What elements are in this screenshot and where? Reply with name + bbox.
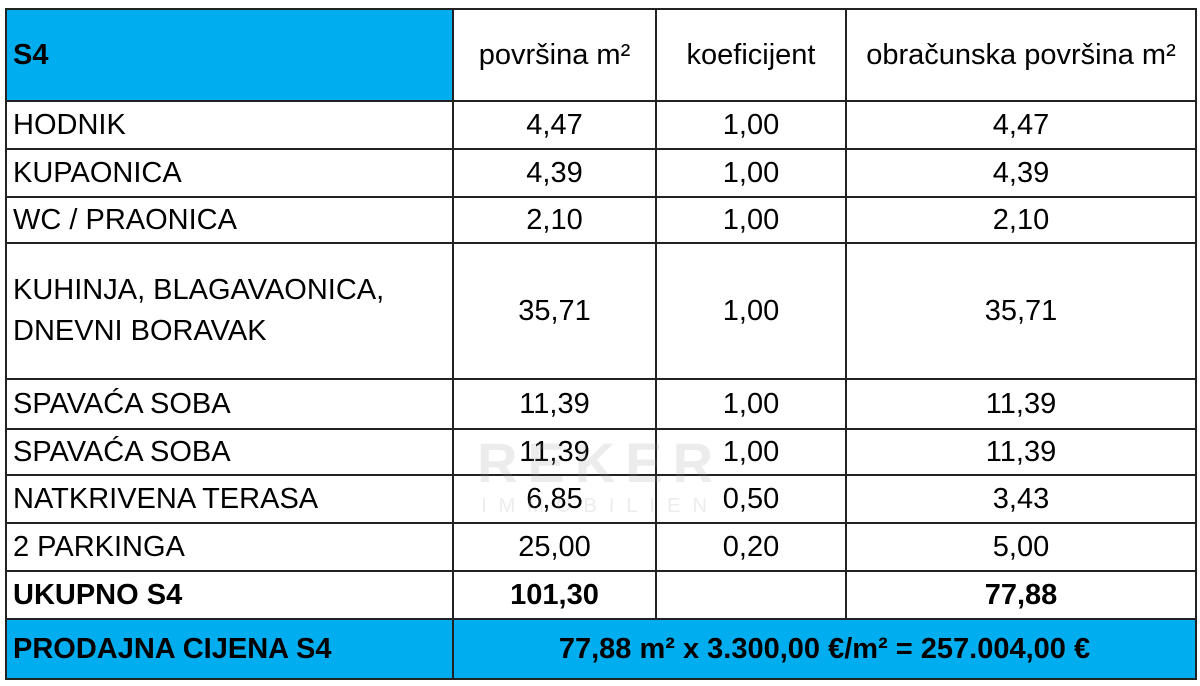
table-row: HODNIK 4,47 1,00 4,47 xyxy=(5,100,1197,150)
table-cell: 11,39 xyxy=(845,378,1197,430)
table-cell: SPAVAĆA SOBA xyxy=(5,428,454,476)
header-cell: površina m² xyxy=(452,8,657,102)
table-cell: 3,43 xyxy=(845,474,1197,524)
table-cell xyxy=(655,570,847,620)
table-cell: NATKRIVENA TERASA xyxy=(5,474,454,524)
table-cell: 0,50 xyxy=(655,474,847,524)
table-cell: 101,30 xyxy=(452,570,657,620)
header-cell: koeficijent xyxy=(655,8,847,102)
table-cell: 5,00 xyxy=(845,522,1197,572)
table-cell: 35,71 xyxy=(452,242,657,380)
table-cell: 11,39 xyxy=(845,428,1197,476)
table-cell: 6,85 xyxy=(452,474,657,524)
table-row: SPAVAĆA SOBA 11,39 1,00 11,39 xyxy=(5,378,1197,430)
header-row: S4 površina m² koeficijent obračunska po… xyxy=(5,8,1197,102)
table-cell: 1,00 xyxy=(655,378,847,430)
table-row: 2 PARKINGA 25,00 0,20 5,00 xyxy=(5,522,1197,572)
table-row: NATKRIVENA TERASA 6,85 0,50 3,43 xyxy=(5,474,1197,524)
table-row: SPAVAĆA SOBA 11,39 1,00 11,39 xyxy=(5,428,1197,476)
table-cell: 2 PARKINGA xyxy=(5,522,454,572)
table-cell: WC / PRAONICA xyxy=(5,196,454,244)
table-cell: 1,00 xyxy=(655,196,847,244)
table-cell: 1,00 xyxy=(655,148,847,198)
header-cell: obračunska površina m² xyxy=(845,8,1197,102)
table-row: KUPAONICA 4,39 1,00 4,39 xyxy=(5,148,1197,198)
table-cell: 11,39 xyxy=(452,378,657,430)
table-body: S4 površina m² koeficijent obračunska po… xyxy=(5,8,1197,680)
table-cell: 4,39 xyxy=(845,148,1197,198)
table-cell: KUPAONICA xyxy=(5,148,454,198)
table-cell: SPAVAĆA SOBA xyxy=(5,378,454,430)
table-cell: 4,47 xyxy=(845,100,1197,150)
table-cell: 4,47 xyxy=(452,100,657,150)
table-row: KUHINJA, BLAGAVAONICA, DNEVNI BORAVAK 35,… xyxy=(5,242,1197,380)
table-cell: 1,00 xyxy=(655,242,847,380)
table-cell: 1,00 xyxy=(655,428,847,476)
table-cell: KUHINJA, BLAGAVAONICA, DNEVNI BORAVAK xyxy=(5,242,454,380)
table-cell: PRODAJNA CIJENA S4 xyxy=(5,618,454,680)
table-row: WC / PRAONICA 2,10 1,00 2,10 xyxy=(5,196,1197,244)
table-cell: 2,10 xyxy=(452,196,657,244)
table-cell: 25,00 xyxy=(452,522,657,572)
header-cell: S4 xyxy=(5,8,454,102)
table-cell: 35,71 xyxy=(845,242,1197,380)
area-table: S4 površina m² koeficijent obračunska po… xyxy=(5,8,1197,680)
table-cell: HODNIK xyxy=(5,100,454,150)
table-cell: UKUPNO S4 xyxy=(5,570,454,620)
total-row: UKUPNO S4 101,30 77,88 xyxy=(5,570,1197,620)
table-cell: 77,88 xyxy=(845,570,1197,620)
table-cell: 11,39 xyxy=(452,428,657,476)
price-row: PRODAJNA CIJENA S4 77,88 m² x 3.300,00 €/… xyxy=(5,618,1197,680)
table-cell: 2,10 xyxy=(845,196,1197,244)
table-cell: 4,39 xyxy=(452,148,657,198)
table-cell: 1,00 xyxy=(655,100,847,150)
table-cell: 0,20 xyxy=(655,522,847,572)
table-cell: 77,88 m² x 3.300,00 €/m² = 257.004,00 € xyxy=(452,618,1197,680)
